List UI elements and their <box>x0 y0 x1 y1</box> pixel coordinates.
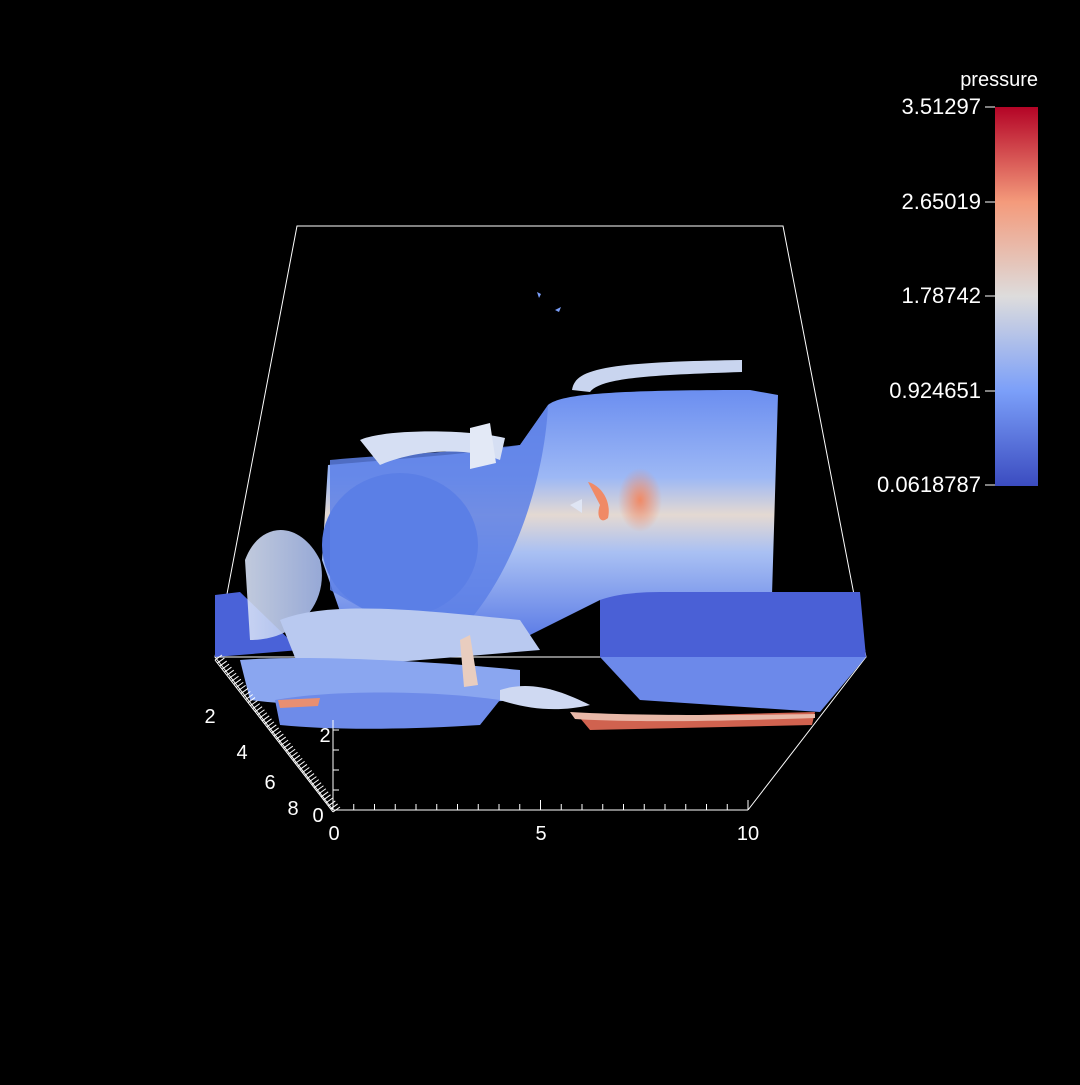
y-axis-tick <box>285 745 294 752</box>
y-axis-tick <box>228 672 237 679</box>
y-axis-tick <box>233 678 242 685</box>
y-axis-tick <box>245 694 253 700</box>
z-axis <box>332 720 339 810</box>
y-axis-tick <box>257 709 265 716</box>
y-axis-tick <box>283 742 291 749</box>
y-axis-tick <box>294 757 303 764</box>
z-tick-label: 2 <box>319 725 330 747</box>
scalar-bar-tick-label: 1.78742 <box>901 283 981 308</box>
y-axis-tick <box>214 654 223 661</box>
y-axis-tick <box>316 785 324 792</box>
y-axis-tick <box>327 800 336 807</box>
y-axis-tick <box>219 660 228 667</box>
pressure-isosurface[interactable] <box>215 292 866 730</box>
y-axis-tick <box>231 675 239 682</box>
x-tick-label: 10 <box>737 823 759 845</box>
y-axis <box>214 654 341 813</box>
y-axis-tick <box>304 770 312 776</box>
y-tick-label: 2 <box>204 706 215 728</box>
y-axis-tick <box>264 718 272 725</box>
y-axis-tick <box>273 730 282 737</box>
y-axis-tick <box>240 688 249 694</box>
y-axis-tick <box>247 697 256 703</box>
y-axis-tick <box>261 715 270 722</box>
y-axis-tick <box>250 700 258 707</box>
y-axis-tick <box>302 767 310 773</box>
scalar-bar-tick-label: 2.65019 <box>901 189 981 214</box>
z-tick-label: 0 <box>312 805 323 827</box>
scalar-bar-title: pressure <box>960 69 1038 91</box>
y-tick-label: 8 <box>287 798 298 820</box>
scalar-bar-gradient <box>995 107 1038 486</box>
y-axis-tick <box>313 782 322 789</box>
scalar-bar-tick-label: 0.0618787 <box>877 472 981 497</box>
y-axis-tick <box>280 739 289 746</box>
y-axis-tick <box>292 754 301 761</box>
y-axis-tick <box>268 724 277 731</box>
y-axis-tick <box>224 666 232 673</box>
y-axis-tick <box>235 681 244 688</box>
y-axis-tick <box>330 803 338 810</box>
y-axis-tick <box>276 733 284 740</box>
y-axis-tick <box>323 794 331 801</box>
scalar-bar-tick-label: 3.51297 <box>901 94 981 119</box>
y-axis-tick <box>271 727 279 734</box>
y-axis-tick <box>226 669 235 676</box>
y-tick-label: 4 <box>236 742 247 764</box>
y-axis-tick <box>217 657 225 664</box>
scalar-bar: pressure 3.51297 2.65019 1.78742 0.92465… <box>877 69 1038 497</box>
y-tick-label: 6 <box>264 772 275 794</box>
y-axis-tick <box>221 663 230 670</box>
x-axis <box>332 800 749 811</box>
y-axis-tick <box>325 797 334 804</box>
y-axis-tick <box>254 706 263 713</box>
y-axis-tick <box>297 760 305 767</box>
y-axis-tick <box>311 779 320 786</box>
y-axis-tick <box>309 776 317 783</box>
y-axis-tick <box>238 684 246 691</box>
y-axis-tick <box>318 788 327 795</box>
y-axis-tick <box>252 703 261 710</box>
scalar-bar-tick-label: 0.924651 <box>889 378 981 403</box>
y-axis-tick <box>243 691 251 697</box>
y-axis-tick <box>287 748 296 755</box>
y-axis-tick <box>306 773 315 779</box>
y-axis-tick <box>278 736 287 743</box>
y-axis-tick <box>299 764 308 770</box>
y-axis-tick <box>266 721 275 728</box>
y-axis-minor-ticks <box>214 654 341 813</box>
x-tick-label: 0 <box>328 823 339 845</box>
y-axis-tick <box>320 791 329 798</box>
y-axis-tick <box>259 712 268 719</box>
y-axis-tick <box>290 751 298 758</box>
x-tick-label: 5 <box>535 823 546 845</box>
